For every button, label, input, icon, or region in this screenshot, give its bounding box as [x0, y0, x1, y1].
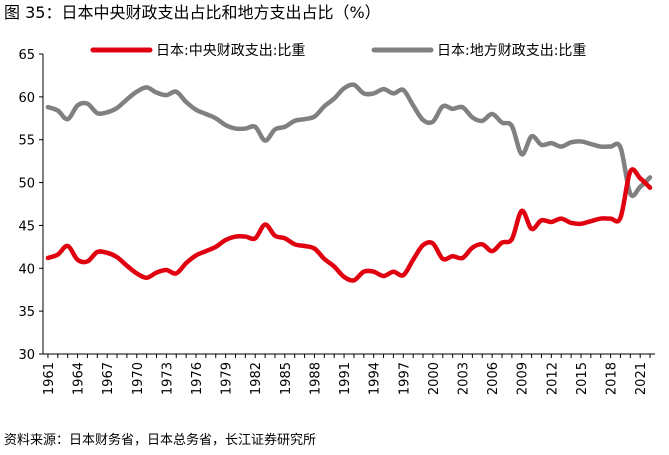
- y-tick-label: 30: [18, 348, 35, 363]
- series-layer: [45, 82, 653, 283]
- x-tick-label: 1991: [338, 362, 353, 395]
- y-tick-label: 35: [18, 305, 35, 320]
- y-tick-label: 60: [18, 91, 35, 106]
- series-line-local: [45, 82, 653, 199]
- legend-label-local: 日本:地方财政支出:比重: [437, 43, 586, 59]
- source-note: 资料来源：日本财务省，日本总务省，长江证券研究所: [4, 433, 317, 448]
- x-tick-label: 1973: [160, 362, 175, 395]
- x-tick-label: 1997: [397, 362, 412, 395]
- x-tick-label: 2018: [605, 362, 620, 395]
- figure-title: 图 35：日本中央财政支出占比和地方支出占比（%）: [4, 3, 381, 22]
- x-tick-label: 1994: [368, 362, 383, 395]
- y-tick-label: 65: [18, 48, 35, 63]
- x-tick-label: 2009: [516, 362, 531, 395]
- x-tick-label: 1967: [101, 362, 116, 395]
- y-tick-label: 45: [18, 219, 35, 234]
- x-tick-label: 2015: [575, 362, 590, 395]
- line-chart: 日本:中央财政支出:比重 日本:地方财政支出:比重 30 35 40 45 50 55 60…: [18, 43, 655, 395]
- x-tick-label: 1961: [42, 362, 57, 395]
- legend: 日本:中央财政支出:比重 日本:地方财政支出:比重: [90, 43, 586, 59]
- x-tick-label: 2000: [427, 362, 442, 395]
- x-tick-label: 1979: [220, 362, 235, 395]
- x-tick-label: 2006: [486, 362, 501, 395]
- x-tick-label: 2021: [634, 362, 649, 395]
- x-tick-label: 1970: [131, 362, 146, 395]
- y-tick-label: 55: [18, 134, 35, 149]
- x-tick-label: 1982: [249, 362, 264, 395]
- y-tick-label: 40: [18, 262, 35, 277]
- x-tick-label: 2012: [545, 362, 560, 395]
- series-line-central: [45, 167, 653, 283]
- x-tick-label: 1976: [190, 362, 205, 395]
- x-tick-label: 1988: [308, 362, 323, 395]
- x-tick-label: 1964: [72, 362, 87, 395]
- x-tick-label: 1985: [279, 362, 294, 395]
- legend-label-central: 日本:中央财政支出:比重: [156, 43, 305, 59]
- axes: 30 35 40 45 50 55 60 65 1961 1964 1967 1970 1973 1976…: [18, 48, 655, 395]
- x-tick-label: 2003: [457, 362, 472, 395]
- y-tick-label: 50: [18, 177, 35, 192]
